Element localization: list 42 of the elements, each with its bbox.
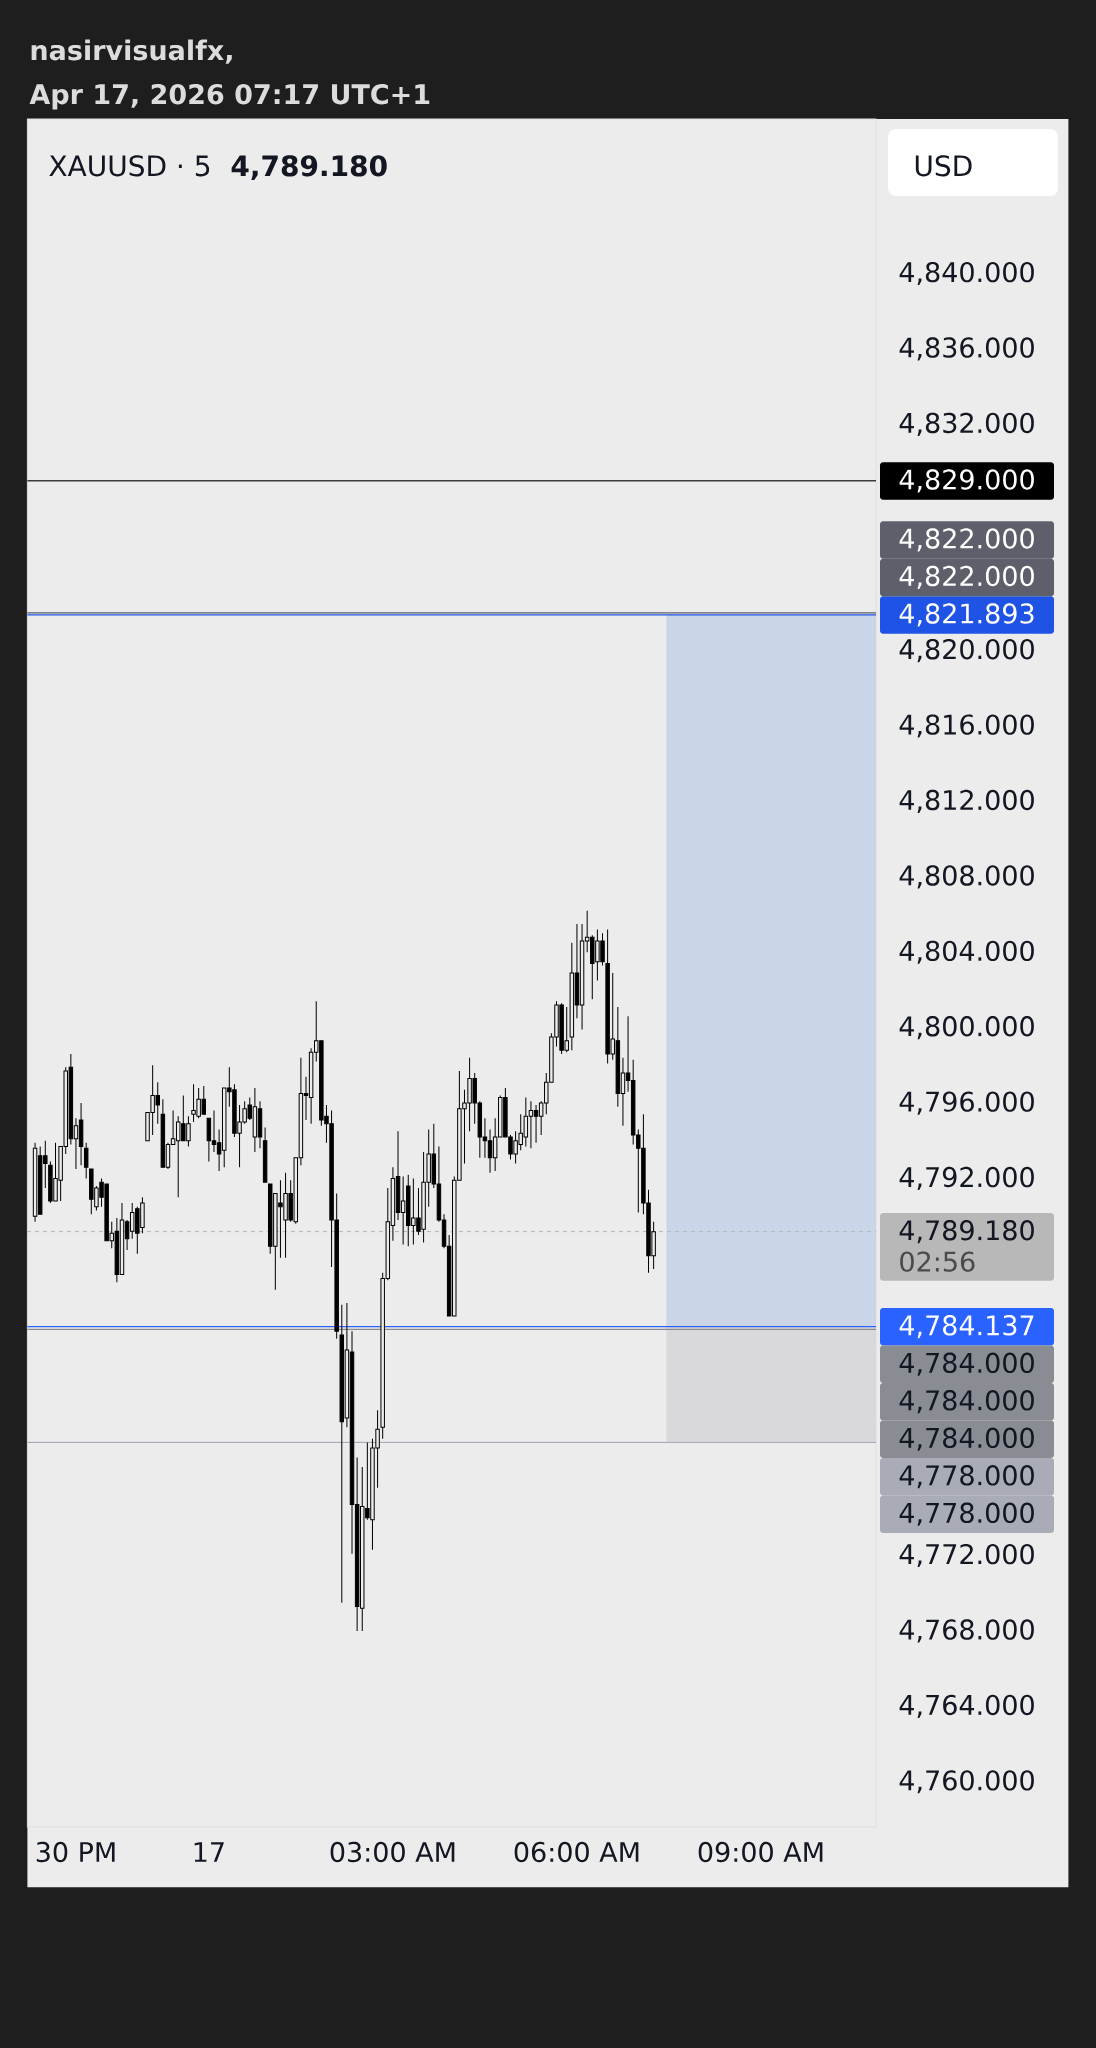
candlestick	[339, 1304, 345, 1604]
y-tick-label: 4,832.000	[899, 412, 1034, 436]
candlestick	[160, 1098, 166, 1168]
ref-line-label: 4,829.000	[899, 469, 1034, 493]
candlestick	[262, 1127, 268, 1183]
x-tick-label: 09:00 AM	[698, 1841, 823, 1863]
candlestick	[83, 1142, 89, 1179]
y-tick-label: 4,804.000	[899, 940, 1034, 964]
y-tick-label: 4,764.000	[899, 1694, 1034, 1718]
ref-line-label: 4,784.137	[899, 1315, 1034, 1339]
y-tick-label: 4,812.000	[899, 789, 1034, 813]
annotation: 4,789.180	[231, 155, 387, 180]
y-tick-label: 4,808.000	[899, 865, 1034, 889]
y-tick-label: 4,772.000	[899, 1543, 1034, 1568]
y-axis-title: USD	[915, 155, 972, 177]
y-tick-label: 4,816.000	[899, 714, 1034, 738]
y-tick-label: 4,840.000	[899, 261, 1034, 286]
y-tick-label: 4,760.000	[899, 1770, 1034, 1794]
ref-line-label: 4,784.000	[899, 1352, 1034, 1376]
text: 4,822.000	[899, 565, 1034, 589]
x-tick-label: 06:00 AM	[514, 1841, 639, 1863]
ref-line-label: 4,822.000	[899, 528, 1034, 552]
text: 02:56	[900, 1251, 975, 1272]
ref-line-label: 4,789.180	[899, 1220, 1034, 1244]
x-tick-label: 17	[194, 1842, 224, 1862]
candlestick	[78, 1102, 84, 1166]
y-tick-label: 4,820.000	[899, 638, 1034, 663]
x-tick-label: 30 PM	[36, 1841, 115, 1863]
y-tick-label: 4,796.000	[899, 1091, 1034, 1115]
y-tick-label: 4,836.000	[899, 337, 1034, 361]
x-tick-label: 03:00 AM	[330, 1841, 455, 1863]
text: Apr 17, 2026 07:17 UTC+1	[29, 83, 430, 110]
text: 4,784.000	[899, 1390, 1034, 1414]
text: nasirvisualfx,	[31, 39, 232, 64]
y-tick-label: 4,768.000	[899, 1619, 1034, 1643]
y-tick-label: 4,792.000	[899, 1166, 1034, 1191]
text: XAUUSD · 5	[49, 155, 210, 177]
text: 4,784.000	[899, 1427, 1034, 1451]
text: 4,778.000	[899, 1502, 1034, 1526]
ref-line-label: 4,778.000	[899, 1465, 1034, 1489]
ref-line-label: 4,821.893	[899, 603, 1034, 627]
y-tick-label: 4,800.000	[899, 1016, 1034, 1040]
